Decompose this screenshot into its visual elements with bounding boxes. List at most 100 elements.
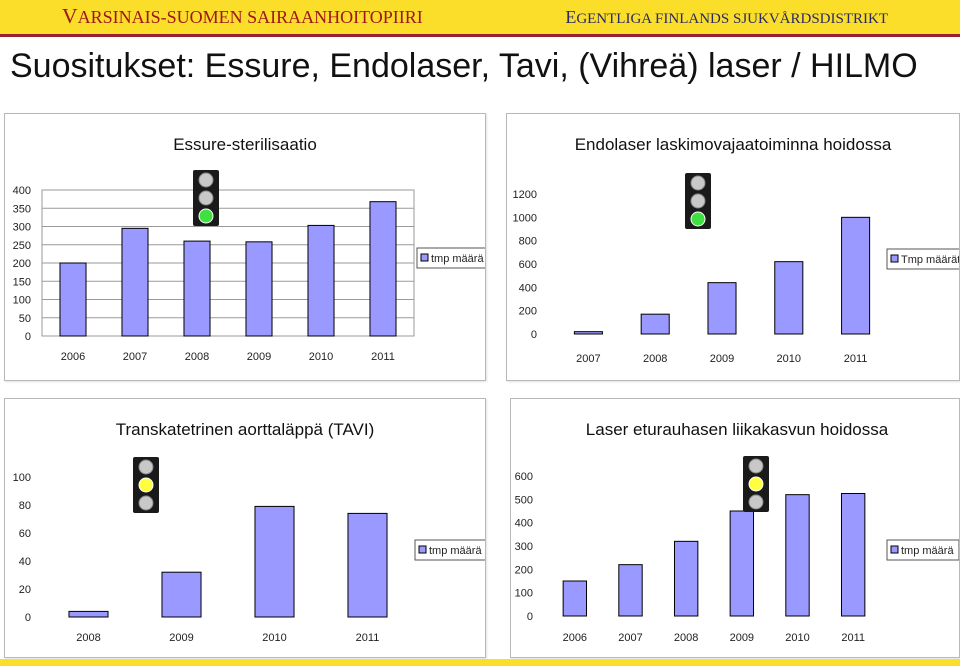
x-tick-label: 2009 [247,351,271,363]
y-tick-label: 400 [13,185,31,197]
traffic-light-lamp-green [138,495,154,511]
chart-title: Laser eturauhasen liikakasvun hoidossa [586,420,889,439]
traffic-light-lamp-red [748,458,764,474]
y-tick-label: 350 [13,203,31,215]
hospital-name-finnish: VARSINAIS-SUOMEN SAIRAANHOITOPIIRI [62,4,423,28]
x-tick-label: 2011 [841,632,865,644]
x-tick-label: 2009 [710,353,734,365]
legend-box [416,247,485,269]
bar-2009 [729,510,755,617]
bar-2010 [785,494,810,617]
traffic-light-icon [743,456,769,512]
legend-swatch [890,254,899,263]
y-tick-label: 20 [19,584,31,596]
y-tick-label: 300 [13,222,31,234]
chart-panel-tavi: Transkatetrinen aorttaläppä (TAVI) 100 80 6… [4,398,486,658]
traffic-light-lamp-yellow [138,477,154,493]
legend-box [886,248,959,270]
title-rule [0,34,960,37]
traffic-light-lamp-red [138,459,154,475]
traffic-light-lamp-yellow [198,190,214,206]
y-tick-label: 400 [515,518,533,530]
y-tick-label: 1200 [513,189,537,201]
y-tick-label: 100 [515,588,533,600]
legend-label: tmp määrä [431,253,484,265]
header-bar [0,0,960,34]
traffic-light-lamp-green [690,211,706,227]
traffic-light-icon [133,457,159,513]
y-tick-label: 200 [519,306,537,318]
legend-label: tmp määrä [901,545,954,557]
chart-panel-endolaser: Endolaser laskimovajaatoiminna hoidossa 1… [506,113,960,381]
chart-title: Transkatetrinen aorttaläppä (TAVI) [116,420,375,439]
legend: tmp määrä [414,539,485,561]
y-tick-label: 150 [13,276,31,288]
bar-2008 [68,610,109,618]
traffic-light-icon [193,170,219,226]
bar-2011 [369,201,397,337]
x-tick-label: 2008 [674,632,698,644]
x-tick-label: 2011 [371,351,395,363]
y-tick-label: 60 [19,528,31,540]
chart-essure: Essure-sterilisaatio 400 350 300 250 200 150 10… [13,135,485,363]
bar-2011 [840,493,866,617]
legend: tmp määrä [886,539,959,561]
y-tick-label: 100 [13,295,31,307]
bar-2008 [673,540,699,617]
x-tick-label: 2010 [777,353,801,365]
chart-tavi: Transkatetrinen aorttaläppä (TAVI) 100 80 6… [13,420,485,644]
y-tick-label: 50 [19,313,31,325]
y-tick-label: 0 [531,329,537,341]
bar-2007 [618,564,643,617]
y-tick-label: 400 [519,282,537,294]
x-tick-label: 2011 [844,353,868,365]
bar-2008 [183,240,211,337]
y-tick-label: 500 [515,494,533,506]
x-tick-label: 2007 [576,353,600,365]
bar-2007 [121,227,149,337]
x-tick-label: 2008 [643,353,667,365]
legend: Tmp määrät [886,248,959,270]
legend-swatch [418,545,427,554]
chart-title: Endolaser laskimovajaatoiminna hoidossa [575,135,892,154]
x-tick-label: 2008 [76,632,100,644]
y-tick-label: 200 [13,258,31,270]
chart-laser: Laser eturauhasen liikakasvun hoidossa 60… [515,420,959,644]
x-tick-label: 2010 [309,351,333,363]
x-tick-label: 2007 [618,632,642,644]
footer-strip [0,659,960,666]
traffic-light-lamp-yellow [748,476,764,492]
y-tick-label: 300 [515,541,533,553]
x-tick-label: 2009 [730,632,754,644]
x-tick-label: 2010 [785,632,809,644]
y-tick-label: 800 [519,236,537,248]
x-tick-label: 2008 [185,351,209,363]
y-tick-label: 0 [25,612,31,624]
bar-2009 [245,241,273,337]
chart-title: Essure-sterilisaatio [173,135,317,154]
x-tick-label: 2006 [61,351,85,363]
chart-endolaser: Endolaser laskimovajaatoiminna hoidossa 1… [513,135,959,365]
x-tick-label: 2011 [356,632,380,644]
y-tick-label: 80 [19,500,31,512]
traffic-light-lamp-green [748,494,764,510]
bar-2007 [573,331,603,335]
bar-2008 [640,313,670,335]
hospital-name-swedish: EGENTLIGA FINLANDS SJUKVÅRDSDISTRIKT [565,7,888,27]
bar-2006 [59,262,87,337]
legend-label: Tmp määrät [901,254,959,266]
bar-2011 [347,512,388,618]
page-title: Suositukset: Essure, Endolaser, Tavi, (V… [10,47,918,85]
y-tick-label: 0 [527,611,533,623]
traffic-light-lamp-yellow [690,193,706,209]
bar-2011 [841,216,871,335]
y-tick-label: 600 [519,259,537,271]
y-tick-label: 0 [25,331,31,343]
x-tick-label: 2010 [262,632,286,644]
traffic-light-icon [685,173,711,229]
legend-swatch [420,253,429,262]
y-tick-label: 250 [13,240,31,252]
x-tick-label: 2006 [563,632,587,644]
y-tick-label: 600 [515,471,533,483]
bar-2010 [307,224,335,337]
